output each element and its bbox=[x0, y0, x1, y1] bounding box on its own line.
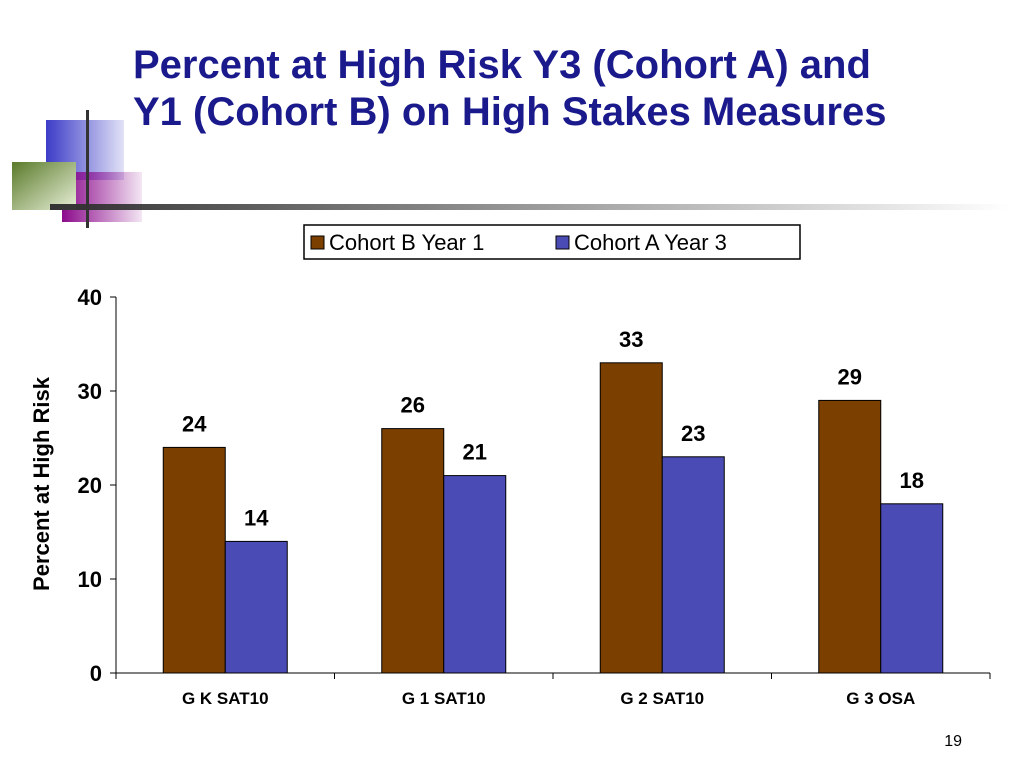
x-axis: G K SAT10 G 1 SAT10 G 2 SAT10 G 3 OSA bbox=[115, 672, 991, 708]
bar-cohort-a-year-3 bbox=[880, 503, 944, 674]
deco-green-square bbox=[12, 162, 76, 210]
slide-title-line-1: Percent at High Risk Y3 (Cohort A) and bbox=[133, 43, 871, 87]
chart-legend: Cohort B Year 1 Cohort A Year 3 bbox=[303, 224, 801, 260]
page-number: 19 bbox=[944, 733, 962, 750]
bar-cohort-a-year-3 bbox=[661, 456, 725, 674]
y-axis-title: Percent at High Risk bbox=[29, 376, 54, 591]
bars: 24 26 33 29 14 21 23 18 bbox=[162, 327, 944, 674]
legend-label: Cohort B Year 1 bbox=[329, 230, 484, 255]
bar-cohort-a-year-3 bbox=[224, 540, 288, 674]
legend-box bbox=[303, 224, 801, 260]
x-tick-label: G 1 SAT10 bbox=[402, 689, 486, 708]
y-tick-label: 30 bbox=[78, 379, 102, 404]
legend-label: Cohort A Year 3 bbox=[574, 230, 727, 255]
data-label: 33 bbox=[619, 327, 643, 352]
bar-cohort-b-year-1 bbox=[381, 428, 445, 674]
y-tick-label: 10 bbox=[78, 567, 102, 592]
data-label: 24 bbox=[182, 411, 207, 436]
bar-cohort-b-year-1 bbox=[818, 399, 882, 674]
title-underline bbox=[50, 204, 1010, 210]
bar-cohort-a-year-3 bbox=[443, 475, 507, 674]
x-tick-label: G 3 OSA bbox=[846, 689, 915, 708]
data-label: 21 bbox=[463, 440, 487, 465]
bar-cohort-b-year-1 bbox=[162, 446, 226, 674]
y-tick-label: 40 bbox=[78, 285, 102, 310]
deco-vertical-line bbox=[86, 110, 89, 228]
y-tick-label: 20 bbox=[78, 473, 102, 498]
slide-title-line-2: Y1 (Cohort B) on High Stakes Measures bbox=[133, 90, 887, 134]
data-label: 14 bbox=[244, 505, 269, 530]
data-label: 29 bbox=[838, 364, 862, 389]
y-tick-label: 0 bbox=[90, 661, 102, 686]
data-label: 18 bbox=[900, 468, 924, 493]
x-tick-label: G K SAT10 bbox=[182, 689, 269, 708]
y-axis: 0 10 20 30 40 bbox=[78, 285, 117, 686]
bar-cohort-b-year-1 bbox=[599, 362, 663, 674]
legend-swatch bbox=[555, 235, 570, 250]
x-tick-label: G 2 SAT10 bbox=[620, 689, 704, 708]
decorative-squares bbox=[12, 110, 142, 228]
data-label: 23 bbox=[681, 421, 705, 446]
slide-title: Percent at High Risk Y3 (Cohort A) and Y… bbox=[133, 42, 1013, 136]
legend-swatch bbox=[310, 235, 325, 250]
data-label: 26 bbox=[401, 393, 425, 418]
